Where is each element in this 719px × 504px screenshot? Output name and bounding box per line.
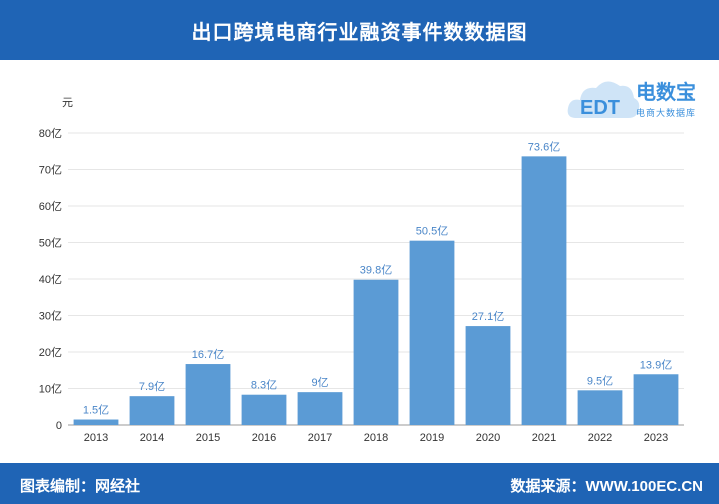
y-axis: 0 10亿 20亿 30亿 40亿 50亿 60亿 70亿 80亿 [39, 127, 62, 432]
x-tick-label-2019: 2019 [420, 432, 444, 444]
logo-subtitle: 电商大数据库 [636, 108, 697, 118]
bar-2023 [633, 374, 679, 425]
y-tick-label: 70亿 [39, 164, 62, 177]
x-axis: 2013 2014 2015 2016 2017 2018 2019 2020 2021 2022… [84, 432, 668, 444]
chart-data-labels: 1.5亿 7.9亿 16.7亿 8.3亿 9亿 39.8亿 50.5亿 27.1亿 73.6亿 9… [83, 140, 672, 416]
x-tick-label-2016: 2016 [252, 432, 276, 444]
x-tick-label-2021: 2021 [532, 432, 556, 444]
bar-2018 [353, 279, 399, 425]
y-tick-label: 20亿 [39, 346, 62, 359]
y-tick-label: 40亿 [39, 273, 62, 286]
data-label-2019: 50.5亿 [416, 225, 448, 238]
data-label-2021: 73.6亿 [528, 140, 560, 153]
footer-banner: 图表编制：网经社 数据来源：WWW.100EC.CN [0, 463, 719, 504]
bar-2014 [129, 396, 175, 425]
bar-2015 [185, 364, 231, 425]
data-label-2013: 1.5亿 [83, 404, 109, 417]
bar-2022 [577, 390, 623, 425]
bar-2020 [465, 326, 511, 425]
footer-credit: 图表编制：网经社 [20, 478, 141, 495]
x-tick-label-2013: 2013 [84, 432, 108, 444]
data-label-2017: 9亿 [311, 376, 328, 389]
data-label-2018: 39.8亿 [360, 264, 392, 277]
logo-mark: EDT [580, 97, 620, 119]
data-label-2014: 7.9亿 [139, 380, 165, 393]
cloud-logo-icon: EDT [567, 81, 640, 119]
data-label-2020: 27.1亿 [472, 310, 504, 323]
x-tick-label-2023: 2023 [644, 432, 668, 444]
logo-brand: 电数宝 [636, 82, 696, 104]
data-label-2016: 8.3亿 [251, 379, 277, 392]
bar-2013 [73, 419, 119, 425]
bar-2017 [297, 392, 343, 425]
data-label-2023: 13.9亿 [640, 358, 672, 371]
bar-2019 [409, 240, 455, 425]
y-tick-label: 80亿 [39, 127, 62, 140]
x-tick-label-2018: 2018 [364, 432, 388, 444]
data-label-2022: 9.5亿 [587, 374, 613, 387]
y-axis-unit: 元 [62, 97, 73, 109]
y-tick-label: 10亿 [39, 383, 62, 396]
x-tick-label-2014: 2014 [140, 432, 164, 444]
data-label-2015: 16.7亿 [192, 348, 224, 361]
y-tick-label: 0 [56, 420, 62, 432]
y-tick-label: 30亿 [39, 310, 62, 323]
footer-source: 数据来源：WWW.100EC.CN [510, 478, 703, 495]
title-banner: 出口跨境电商行业融资事件数数据图 [0, 0, 719, 60]
page-title: 出口跨境电商行业融资事件数数据图 [191, 21, 528, 44]
bar-2021 [521, 156, 567, 426]
chart-bars [73, 156, 679, 426]
x-tick-label-2015: 2015 [196, 432, 220, 444]
x-tick-label-2022: 2022 [588, 432, 612, 444]
x-tick-label-2017: 2017 [308, 432, 332, 444]
bar-2016 [241, 394, 287, 425]
y-tick-label: 50亿 [39, 237, 62, 250]
y-tick-label: 60亿 [39, 200, 62, 213]
x-tick-label-2020: 2020 [476, 432, 500, 444]
